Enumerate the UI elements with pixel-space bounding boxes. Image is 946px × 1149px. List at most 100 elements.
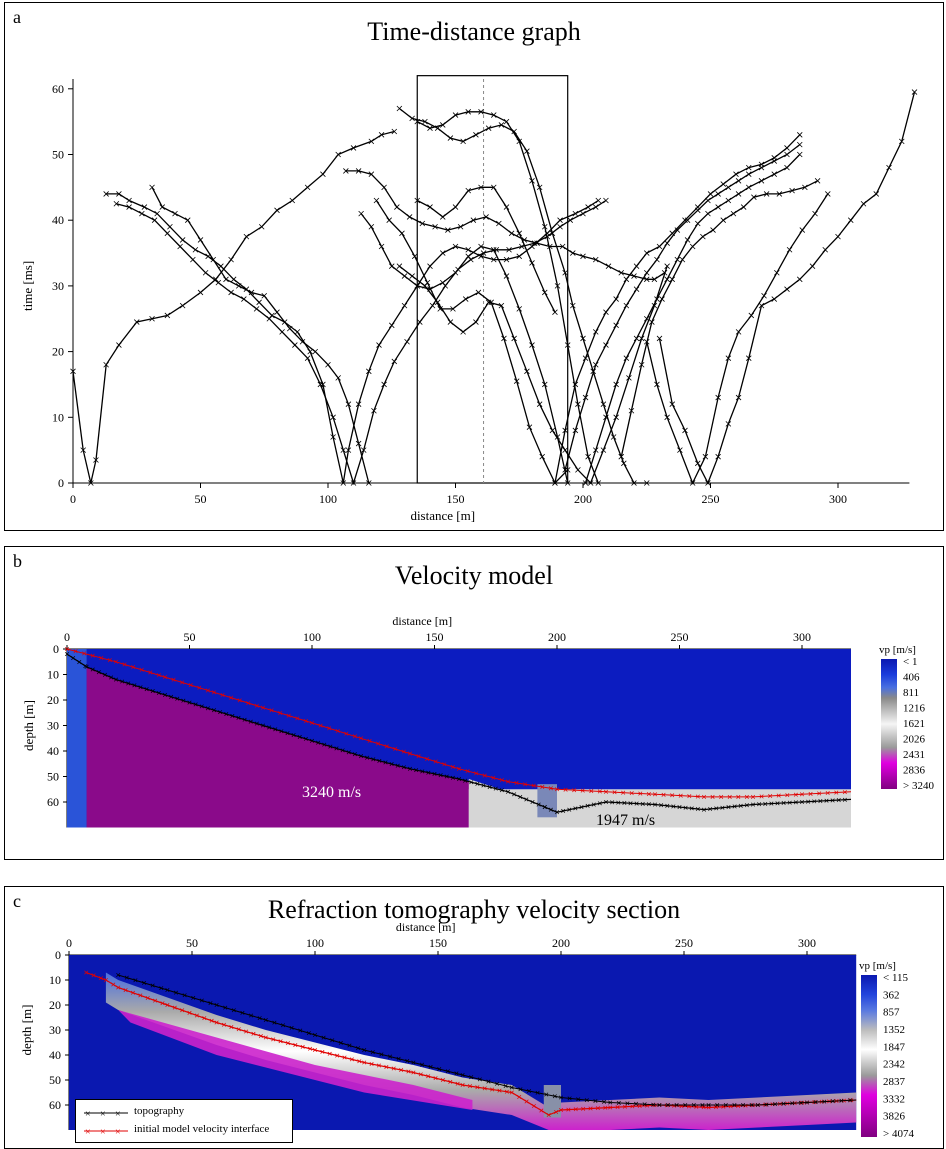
topography-marker bbox=[825, 790, 830, 796]
pick-marker bbox=[279, 329, 285, 335]
pick-marker bbox=[501, 335, 507, 342]
pick-marker bbox=[651, 276, 658, 283]
pick-marker bbox=[570, 302, 576, 309]
topography-marker bbox=[159, 986, 164, 991]
interface-marker bbox=[224, 711, 229, 717]
interface-marker bbox=[244, 1029, 249, 1034]
pick-marker bbox=[626, 375, 632, 381]
colorbar bbox=[861, 975, 877, 1137]
interface-marker bbox=[349, 1057, 354, 1062]
topography-marker bbox=[113, 659, 119, 664]
pick-marker bbox=[633, 263, 640, 269]
topography-marker bbox=[642, 1102, 647, 1107]
pick-marker bbox=[689, 480, 696, 486]
pick-marker bbox=[299, 338, 306, 345]
pick-marker bbox=[664, 276, 670, 283]
pick-marker bbox=[771, 158, 778, 164]
pick-marker bbox=[473, 132, 479, 138]
pick-marker bbox=[631, 273, 637, 279]
topography-marker bbox=[768, 793, 773, 799]
interface-marker bbox=[221, 1022, 227, 1027]
topography-marker bbox=[407, 751, 413, 756]
pick-marker bbox=[149, 184, 155, 191]
pick-marker bbox=[439, 250, 446, 256]
topography-marker bbox=[405, 1058, 410, 1063]
pick-marker bbox=[506, 246, 512, 253]
interface-marker bbox=[297, 734, 302, 740]
interface-marker bbox=[671, 804, 676, 809]
topography-marker bbox=[719, 794, 724, 799]
pick-marker bbox=[643, 269, 650, 276]
interface-marker bbox=[84, 664, 89, 669]
interface-marker bbox=[689, 806, 694, 811]
pick-marker bbox=[679, 256, 686, 263]
interface-marker bbox=[369, 1061, 374, 1067]
interface-marker bbox=[509, 1090, 514, 1095]
interface-marker bbox=[145, 995, 150, 1001]
pick-marker bbox=[562, 427, 568, 434]
pick-marker bbox=[725, 197, 732, 204]
pick-marker bbox=[684, 217, 691, 223]
topography-marker bbox=[474, 771, 479, 776]
pick-marker bbox=[605, 263, 612, 269]
y-tick-label: 10 bbox=[47, 668, 59, 682]
interface-marker bbox=[567, 807, 572, 812]
colorbar-label: 1847 bbox=[883, 1041, 906, 1053]
interface-marker bbox=[482, 1086, 487, 1091]
chart-title-b: Velocity model bbox=[394, 561, 554, 590]
interface-marker bbox=[542, 805, 547, 810]
left-edge-fill bbox=[67, 649, 87, 828]
y-axis-label: depth [m] bbox=[21, 700, 36, 751]
interface-marker bbox=[652, 802, 658, 807]
pick-marker bbox=[592, 447, 599, 453]
pick-marker bbox=[261, 292, 268, 299]
pick-marker bbox=[307, 348, 313, 355]
interface-marker bbox=[260, 723, 266, 728]
pick-marker bbox=[149, 315, 155, 322]
pick-marker bbox=[452, 112, 459, 118]
interface-marker bbox=[362, 1060, 367, 1065]
pick-marker bbox=[113, 200, 120, 207]
pick-marker bbox=[184, 217, 191, 223]
y-tick-label: 20 bbox=[49, 998, 61, 1012]
pick-marker bbox=[562, 269, 568, 276]
legend-marker: × bbox=[100, 1127, 106, 1138]
pick-marker bbox=[343, 168, 349, 174]
interface-marker bbox=[561, 808, 566, 813]
interface-marker bbox=[683, 805, 688, 810]
interface-marker bbox=[126, 681, 131, 686]
colorbar-label: 1352 bbox=[883, 1024, 905, 1036]
pick-marker bbox=[847, 217, 854, 223]
interface-marker bbox=[202, 1016, 207, 1021]
pick-marker bbox=[649, 319, 655, 325]
topography-marker bbox=[231, 1008, 236, 1013]
pick-marker bbox=[587, 480, 594, 486]
pick-marker bbox=[116, 191, 122, 197]
pick-marker bbox=[529, 260, 535, 266]
topography-marker bbox=[133, 978, 138, 983]
topography-marker bbox=[370, 1050, 375, 1055]
pick-marker bbox=[524, 148, 530, 154]
pick-marker bbox=[371, 407, 377, 414]
topography-marker bbox=[629, 791, 634, 796]
x-tick-label: 100 bbox=[303, 630, 321, 644]
pick-marker bbox=[355, 440, 362, 447]
pick-marker bbox=[745, 171, 752, 177]
traveltime-curve-8 bbox=[360, 213, 569, 484]
interface-marker bbox=[546, 1112, 551, 1118]
pick-marker bbox=[707, 191, 714, 197]
topography-marker bbox=[379, 1052, 384, 1057]
interface-marker bbox=[279, 729, 284, 734]
pick-marker bbox=[802, 184, 808, 191]
topography-marker bbox=[298, 1028, 303, 1033]
interface-marker bbox=[401, 765, 406, 770]
interface-marker bbox=[440, 1077, 445, 1083]
topography-marker bbox=[263, 1017, 268, 1023]
interface-marker bbox=[432, 771, 437, 776]
traveltime-curve-4 bbox=[151, 187, 370, 484]
y-tick-label: 20 bbox=[47, 693, 59, 707]
traveltime-curve-13 bbox=[564, 144, 801, 471]
interface-marker bbox=[603, 799, 609, 805]
interface-marker bbox=[236, 1027, 241, 1032]
pick-marker bbox=[822, 246, 829, 253]
